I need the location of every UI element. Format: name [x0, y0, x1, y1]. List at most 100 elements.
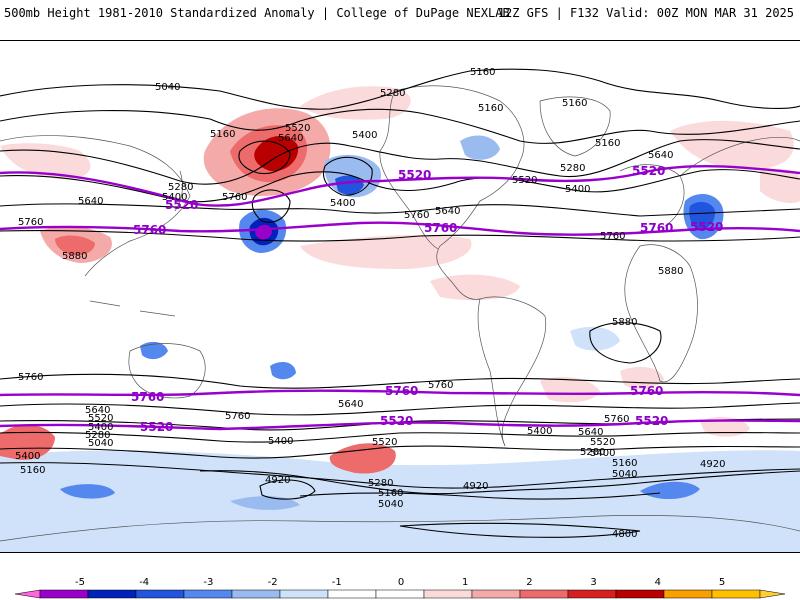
colorbar-tick-label: -4: [139, 577, 149, 588]
colorbar-tick-label: 0: [398, 577, 404, 588]
colorbar-swatch: [423, 589, 473, 599]
label-5640-s-atl: 5640: [578, 427, 603, 438]
colorbar-right-arrow: [759, 589, 786, 599]
label-5760-sw: 5760: [18, 372, 43, 383]
label-5520-purple-eu: 5520: [632, 164, 665, 178]
highlight-labels: 5520 5520 5520 5520 5760 5760 5760 5760 …: [131, 164, 723, 434]
label-5040-sw: 5040: [88, 438, 113, 449]
label-5640-pacific: 5640: [278, 133, 303, 144]
label-4920-s-ind: 4920: [700, 459, 725, 470]
contour-value-labels: 5040 5160 5280 5160 5160 5160 5520 5640 …: [15, 67, 725, 540]
colorbar-swatch: [39, 589, 89, 599]
run-info: 12Z GFS | F132 Valid: 00Z MON MAR 31 202…: [497, 6, 794, 20]
label-5520-purple-spac: 5520: [380, 414, 413, 428]
label-5520-purple-pac: 5520: [165, 198, 198, 212]
label-5760-purple-atl: 5760: [640, 221, 673, 235]
label-5160-s-pac: 5160: [378, 488, 403, 499]
label-5520-purple-satl: 5520: [635, 414, 668, 428]
map-title: 500mb Height 1981-2010 Standardized Anom…: [4, 6, 510, 20]
label-5160-s-atl: 5160: [612, 458, 637, 469]
label-5760-purple-satl: 5760: [630, 384, 663, 398]
label-5160-atlantic: 5160: [562, 98, 587, 109]
label-5520-atlantic: 5520: [512, 175, 537, 186]
label-5400-atlantic: 5400: [565, 184, 590, 195]
colorbar-swatch: [567, 589, 617, 599]
colorbar-swatch: [519, 589, 569, 599]
label-4800-antarctic: 4800: [612, 529, 637, 540]
label-5520-s-pac: 5520: [372, 437, 397, 448]
label-5280-sw: 5280: [85, 430, 110, 441]
label-5160-top: 5160: [470, 67, 495, 78]
height-contours: [0, 68, 800, 538]
colorbar-tick-label: 3: [590, 577, 596, 588]
colorbar-swatch: [87, 589, 137, 599]
label-5760-s-atl: 5760: [604, 414, 629, 425]
label-5400-far-sw: 5400: [15, 451, 40, 462]
label-5880-africa: 5880: [658, 266, 683, 277]
colorbar-tick-label: -1: [332, 577, 342, 588]
label-5400-s-pac: 5400: [268, 436, 293, 447]
colorbar-swatches: [14, 589, 786, 599]
colorbar-swatch: [135, 589, 185, 599]
colorbar-tick-label: -5: [75, 577, 85, 588]
label-5760-west: 5760: [18, 217, 43, 228]
label-5760-s-pac: 5760: [225, 411, 250, 422]
colorbar-swatch: [471, 589, 521, 599]
colorbar-swatch: [183, 589, 233, 599]
colorbar-tick-label: -2: [268, 577, 278, 588]
label-5280-alaska: 5280: [380, 88, 405, 99]
label-5520-purple-med: 5520: [690, 220, 723, 234]
colorbar-tick-label: 4: [655, 577, 661, 588]
map-canvas: 5040 5160 5280 5160 5160 5160 5520 5640 …: [0, 67, 800, 552]
label-5160-europe: 5160: [595, 138, 620, 149]
label-5280-s-atl: 5280: [580, 447, 605, 458]
label-5400-alaska: 5400: [352, 130, 377, 141]
label-5160-pacific: 5160: [210, 129, 235, 140]
label-5400-s-atl2: 5400: [590, 448, 615, 459]
colorbar-tick-label: 5: [719, 577, 725, 588]
label-5160-canada: 5160: [478, 103, 503, 114]
label-5880-southafrica: 5880: [612, 317, 637, 328]
label-5400-gulf: 5400: [330, 198, 355, 209]
label-5760-purple-pac: 5760: [133, 223, 166, 237]
colorbar-tick-label: 2: [526, 577, 532, 588]
colorbar-swatch: [231, 589, 281, 599]
label-5040-s-pac: 5040: [378, 499, 403, 510]
label-5760-atlantic: 5760: [600, 231, 625, 242]
label-5400-japan: 5400: [162, 192, 187, 203]
label-5160-far-sw: 5160: [20, 465, 45, 476]
label-5640-asia: 5640: [78, 196, 103, 207]
label-5760-purple-sw: 5760: [131, 390, 164, 404]
label-5520-s-atl: 5520: [590, 437, 615, 448]
label-5280-japan: 5280: [168, 182, 193, 193]
label-5760-purple-spac: 5760: [385, 384, 418, 398]
label-5760-spac: 5760: [428, 380, 453, 391]
label-5760-na: 5760: [404, 210, 429, 221]
colorbar-swatch: [279, 589, 329, 599]
label-5520-pacific: 5520: [285, 123, 310, 134]
label-5640-s-pac: 5640: [338, 399, 363, 410]
colorbar-swatch: [663, 589, 713, 599]
highlight-contours: [0, 164, 800, 431]
label-5640-sw: 5640: [85, 405, 110, 416]
colorbar-tick-label: 1: [462, 577, 468, 588]
label-5400-sw: 5400: [88, 422, 113, 433]
label-5280-atlantic: 5280: [560, 163, 585, 174]
label-5760-purple-na: 5760: [424, 221, 457, 235]
anomaly-map: 5040 5160 5280 5160 5160 5160 5520 5640 …: [0, 40, 800, 553]
colorbar-swatch: [375, 589, 425, 599]
label-5520-purple-na: 5520: [398, 168, 431, 182]
colorbar-tick-labels: -5 -4 -3 -2 -1 0 1 2 3 4 5: [75, 577, 725, 588]
label-5520-purple-sw: 5520: [140, 420, 173, 434]
label-5760-pacific: 5760: [222, 192, 247, 203]
colorbar-swatch: [711, 589, 761, 599]
label-5040-nw: 5040: [155, 82, 180, 93]
coastlines: [0, 85, 800, 542]
colorbar: -5 -4 -3 -2 -1 0 1 2 3 4 5: [14, 577, 786, 599]
label-5520-sw: 5520: [88, 413, 113, 424]
label-4920-s-pac: 4920: [265, 475, 290, 486]
colorbar-left-arrow: [14, 589, 41, 599]
label-5640-na: 5640: [435, 206, 460, 217]
colorbar-swatch: [327, 589, 377, 599]
label-5400-s-atl: 5400: [527, 426, 552, 437]
